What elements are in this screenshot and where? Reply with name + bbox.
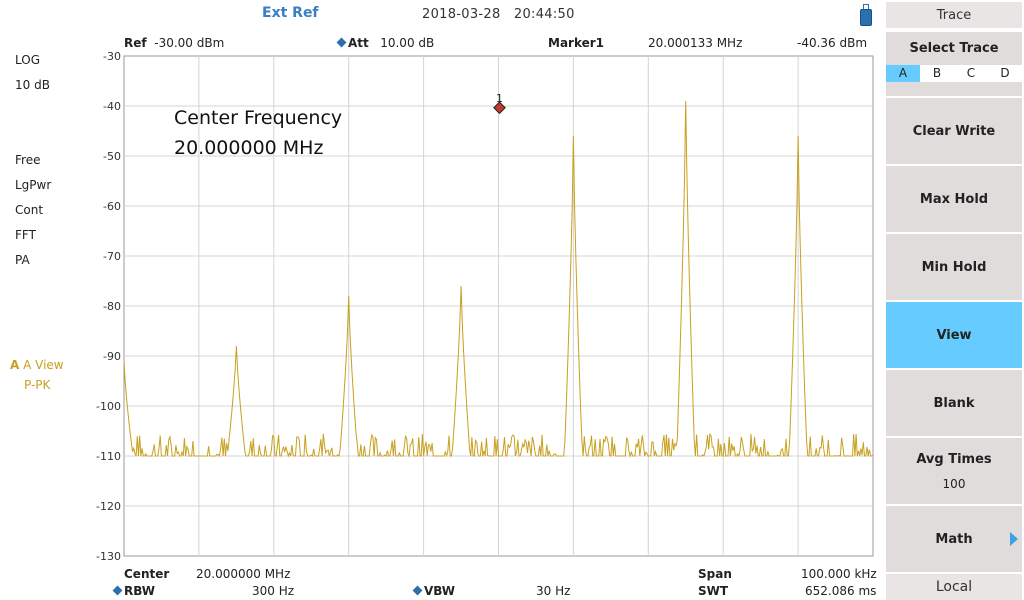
att-diamond-icon — [336, 37, 347, 48]
date: 2018-03-28 — [422, 7, 501, 22]
trace-selector: A B C D — [886, 65, 1022, 82]
marker-frequency: 20.000133 MHz — [648, 36, 743, 50]
scale-division: 10 dB — [15, 78, 50, 92]
trace-tab-d[interactable]: D — [1000, 66, 1010, 80]
att-value: 10.00 dB — [380, 36, 435, 50]
avg-times-label: Avg Times — [916, 451, 992, 467]
trace-a-line — [123, 100, 874, 458]
y-tick-label: -60 — [103, 200, 121, 213]
vbw-readout: VBW — [412, 584, 456, 598]
time: 20:44:50 — [513, 7, 575, 22]
annotation-title: Center Frequency — [174, 107, 343, 129]
softkey-panel: Trace Select Trace A B C D Clear Write M… — [884, 0, 1024, 600]
center-frequency-annotation: Center Frequency 20.000000 MHz — [174, 107, 342, 159]
trigger-mode: Free — [15, 153, 41, 167]
vbw-value: 30 Hz — [536, 584, 571, 598]
trace-tab-c[interactable]: C — [966, 66, 976, 80]
swt-label: SWT — [698, 584, 729, 598]
y-tick-label: -80 — [103, 300, 121, 313]
usb-icon — [860, 4, 872, 26]
blank-button[interactable]: Blank — [886, 370, 1022, 436]
trace-a-label: A View — [23, 358, 64, 372]
y-tick-label: -70 — [103, 250, 121, 263]
annotation-value: 20.000000 MHz — [174, 137, 324, 159]
max-hold-button[interactable]: Max Hold — [886, 166, 1022, 232]
submenu-arrow-icon — [1010, 532, 1018, 546]
y-tick-label: -40 — [103, 100, 121, 113]
marker-1[interactable]: 1 — [493, 92, 506, 115]
y-tick-label: -100 — [96, 400, 121, 413]
marker-level: -40.36 dBm — [797, 36, 868, 50]
marker-1-label: 1 — [496, 92, 503, 105]
math-label: Math — [935, 531, 973, 547]
center-label: Center — [124, 567, 170, 581]
view-button[interactable]: View — [886, 302, 1022, 368]
ref-value: -30.00 dBm — [154, 36, 225, 50]
center-value: 20.000000 MHz — [196, 567, 291, 581]
vbw-diamond-icon — [412, 585, 423, 596]
y-tick-label: -130 — [96, 550, 121, 562]
sweep-mode: Cont — [15, 203, 44, 217]
ref-level-readout: Ref -30.00 dBm — [124, 36, 224, 50]
span-label: Span — [698, 567, 732, 581]
sweep-type: FFT — [15, 228, 36, 242]
avg-times-value: 100 — [942, 476, 966, 491]
attenuation-readout: Att 10.00 dB — [336, 36, 435, 50]
spectrum-display[interactable]: -30 -40 -50 -60 -70 -80 -90 -100 -110 -120 -130 1 — [90, 50, 880, 562]
detector-type: P-PK — [24, 378, 51, 392]
marker-label: Marker1 — [548, 36, 605, 50]
ref-source-indicator: Ext Ref — [262, 5, 319, 21]
preamp-state: PA — [15, 253, 30, 267]
trace-tab-b[interactable]: B — [932, 66, 942, 80]
ref-label: Ref — [124, 36, 147, 50]
rbw-value: 300 Hz — [252, 584, 295, 598]
y-tick-label: -110 — [96, 450, 121, 463]
att-label: Att — [348, 36, 369, 50]
span-value: 100.000 kHz — [801, 567, 877, 581]
vbw-label: VBW — [424, 584, 456, 598]
min-hold-button[interactable]: Min Hold — [886, 234, 1022, 300]
status-bar: Ext Ref 2018-03-28 20:44:50 — [0, 0, 884, 30]
y-tick-label: -90 — [103, 350, 121, 363]
local-button[interactable]: Local — [886, 574, 1022, 600]
trace-tab-a[interactable]: A — [886, 65, 920, 82]
rbw-diamond-icon — [112, 585, 123, 596]
y-tick-label: -120 — [96, 500, 121, 513]
y-axis-ticks: -30 -40 -50 -60 -70 -80 -90 -100 -110 -120 -130 — [96, 50, 121, 562]
math-button[interactable]: Math — [886, 506, 1022, 572]
y-tick-label: -30 — [103, 50, 121, 63]
marker-1-diamond[interactable] — [493, 101, 506, 115]
avg-times-button[interactable]: Avg Times 100 — [886, 438, 1022, 504]
clear-write-button[interactable]: Clear Write — [886, 98, 1022, 164]
rbw-label: RBW — [124, 584, 155, 598]
select-trace-label: Select Trace — [909, 41, 999, 56]
average-type: LgPwr — [15, 178, 52, 192]
scale-type: LOG — [15, 53, 41, 67]
swt-value: 652.086 ms — [805, 584, 877, 598]
trace-a-state: A A View — [10, 358, 64, 372]
menu-title: Trace — [886, 2, 1022, 28]
rbw-readout: RBW — [112, 584, 155, 598]
select-trace-key[interactable]: Select Trace A B C D — [886, 32, 1022, 96]
date-time: 2018-03-28 20:44:50 — [422, 7, 575, 22]
y-tick-label: -50 — [103, 150, 121, 163]
